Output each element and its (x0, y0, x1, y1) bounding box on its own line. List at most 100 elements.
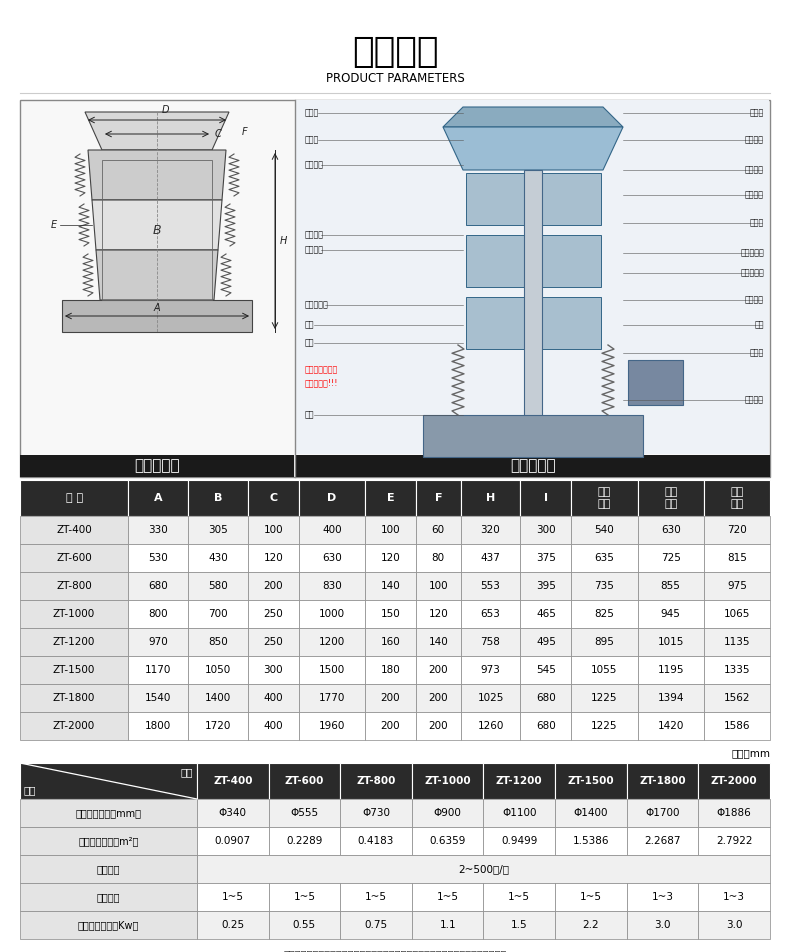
Bar (20, 628, 128, 656)
Text: E: E (387, 493, 394, 503)
Bar (248, 628, 299, 656)
Bar (638, 628, 704, 656)
Bar (461, 684, 521, 712)
Text: 758: 758 (480, 637, 500, 647)
Bar (704, 480, 770, 516)
Text: 200: 200 (428, 721, 448, 731)
Text: 0.6359: 0.6359 (430, 836, 466, 846)
Text: 1~5: 1~5 (222, 892, 244, 902)
Text: 0.4183: 0.4183 (358, 836, 394, 846)
Bar (20, 100, 770, 477)
Bar (461, 516, 521, 544)
Text: ZT-2000: ZT-2000 (53, 721, 96, 731)
Text: 1.5386: 1.5386 (573, 836, 609, 846)
Bar (461, 600, 521, 628)
Bar (638, 572, 704, 600)
Text: F: F (435, 493, 442, 503)
Text: 437: 437 (480, 553, 500, 563)
Text: 375: 375 (536, 553, 556, 563)
Bar (626, 763, 698, 799)
Text: 720: 720 (727, 525, 747, 535)
Bar (416, 628, 461, 656)
Text: 1.5: 1.5 (511, 920, 528, 930)
Bar (365, 480, 416, 516)
Text: 1225: 1225 (591, 721, 618, 731)
Text: 有效筛分面积（m²）: 有效筛分面积（m²） (78, 836, 139, 846)
Bar (638, 480, 704, 516)
Bar (269, 883, 340, 911)
Bar (461, 544, 521, 572)
Text: B: B (214, 493, 222, 503)
Bar (416, 684, 461, 712)
Text: 855: 855 (660, 581, 681, 591)
Text: 小尺寸排料: 小尺寸排料 (305, 301, 329, 309)
Text: 底部框架: 底部框架 (305, 246, 324, 254)
Bar (248, 516, 299, 544)
Bar (704, 544, 770, 572)
Bar (365, 600, 416, 628)
Text: 400: 400 (264, 693, 283, 703)
Text: Φ1700: Φ1700 (645, 808, 680, 818)
Bar (571, 572, 638, 600)
Text: 400: 400 (322, 525, 342, 535)
Text: 725: 725 (660, 553, 681, 563)
Text: 1586: 1586 (724, 721, 750, 731)
Bar (465, 297, 600, 349)
Text: 80: 80 (431, 553, 445, 563)
Bar (269, 911, 340, 939)
Bar (412, 883, 483, 911)
Text: Φ340: Φ340 (219, 808, 246, 818)
Polygon shape (85, 112, 229, 150)
Text: C: C (215, 129, 222, 139)
Text: 1400: 1400 (205, 693, 231, 703)
Text: E: E (51, 220, 57, 230)
Text: 100: 100 (428, 581, 448, 591)
Text: 1025: 1025 (477, 693, 504, 703)
Bar (461, 572, 521, 600)
Bar (188, 544, 248, 572)
Text: 250: 250 (264, 609, 284, 619)
Polygon shape (443, 127, 623, 170)
Bar (521, 656, 571, 684)
Bar (128, 656, 188, 684)
Bar (188, 480, 248, 516)
Text: 160: 160 (381, 637, 401, 647)
Text: 735: 735 (595, 581, 615, 591)
Text: 0.9499: 0.9499 (501, 836, 537, 846)
Bar (20, 799, 197, 827)
Text: 辅助筛网: 辅助筛网 (745, 135, 764, 145)
Bar (521, 480, 571, 516)
Bar (197, 827, 269, 855)
Text: 2.2687: 2.2687 (645, 836, 681, 846)
Bar (128, 600, 188, 628)
Text: 试机时去掉!!!: 试机时去掉!!! (305, 379, 338, 387)
Bar (20, 855, 197, 883)
Bar (20, 656, 128, 684)
Bar (638, 656, 704, 684)
Text: 60: 60 (431, 525, 445, 535)
Bar (555, 911, 626, 939)
Text: 1170: 1170 (145, 665, 171, 675)
Text: 100: 100 (381, 525, 401, 535)
Bar (365, 712, 416, 740)
Bar (20, 455, 294, 477)
Text: 630: 630 (322, 553, 342, 563)
Text: 1~3: 1~3 (723, 892, 745, 902)
Text: 2~500目/吋: 2~500目/吋 (458, 864, 509, 874)
Bar (555, 827, 626, 855)
Text: ZT-2000: ZT-2000 (711, 776, 758, 786)
Text: ZT-400: ZT-400 (56, 525, 92, 535)
Text: 产品参数: 产品参数 (352, 35, 438, 69)
Bar (20, 763, 197, 799)
Bar (521, 712, 571, 740)
Text: ZT-1500: ZT-1500 (53, 665, 96, 675)
Text: 上部重锤: 上部重锤 (745, 295, 764, 305)
Bar (299, 656, 365, 684)
Bar (20, 516, 128, 544)
Bar (555, 799, 626, 827)
Text: A: A (154, 493, 163, 503)
Bar (248, 712, 299, 740)
Bar (521, 684, 571, 712)
Bar (365, 628, 416, 656)
Bar (299, 544, 365, 572)
